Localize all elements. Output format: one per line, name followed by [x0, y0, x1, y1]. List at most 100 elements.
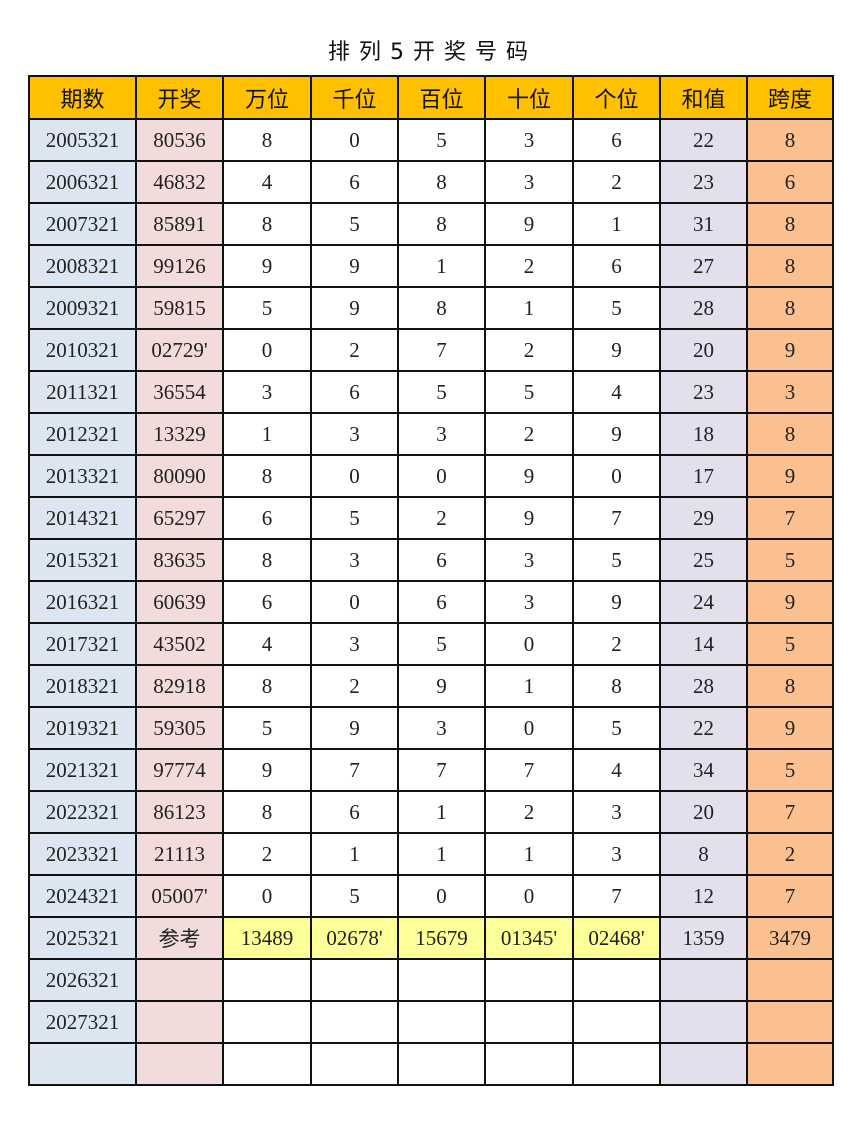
- table-row: 2027321: [28, 1000, 834, 1044]
- cell-span: [746, 958, 834, 1002]
- table-row: 2023321 21113 2 1 1 1 3 8 2: [28, 832, 834, 876]
- cell-period: 2012321: [28, 412, 137, 456]
- column-header-sum: 和值: [659, 75, 748, 120]
- cell-thousands: [310, 1000, 399, 1044]
- column-header-units: 个位: [572, 75, 661, 120]
- cell-sum: 18: [659, 412, 748, 456]
- cell-tens: 3: [484, 580, 574, 624]
- cell-ten-thousands: 9: [222, 244, 312, 288]
- cell-units: 7: [572, 874, 661, 918]
- cell-tens: 7: [484, 748, 574, 792]
- cell-sum: [659, 958, 748, 1002]
- cell-span: 3: [746, 370, 834, 414]
- cell-tens: 01345': [484, 916, 574, 960]
- cell-period: 2017321: [28, 622, 137, 666]
- cell-draw: 13329: [135, 412, 224, 456]
- cell-draw: 65297: [135, 496, 224, 540]
- cell-tens: 5: [484, 370, 574, 414]
- cell-ten-thousands: [222, 958, 312, 1002]
- table-row: 2015321 83635 8 3 6 3 5 25 5: [28, 538, 834, 582]
- cell-draw: 99126: [135, 244, 224, 288]
- header-row: 期数 开奖 万位 千位 百位 十位 个位 和值 跨度: [28, 75, 834, 120]
- table-row: 2011321 36554 3 6 5 5 4 23 3: [28, 370, 834, 414]
- cell-hundreds: 8: [397, 160, 486, 204]
- cell-sum: 31: [659, 202, 748, 246]
- table-row: 2007321 85891 8 5 8 9 1 31 8: [28, 202, 834, 246]
- cell-thousands: 5: [310, 202, 399, 246]
- cell-thousands: 0: [310, 118, 399, 162]
- cell-units: 5: [572, 538, 661, 582]
- cell-draw: 59815: [135, 286, 224, 330]
- cell-span: 9: [746, 706, 834, 750]
- column-header-span: 跨度: [746, 75, 834, 120]
- cell-span: 8: [746, 244, 834, 288]
- cell-thousands: 6: [310, 160, 399, 204]
- cell-hundreds: 8: [397, 286, 486, 330]
- column-header-hundreds: 百位: [397, 75, 486, 120]
- cell-ten-thousands: 3: [222, 370, 312, 414]
- cell-draw: 83635: [135, 538, 224, 582]
- cell-span: [746, 1000, 834, 1044]
- cell-units: [572, 1042, 661, 1086]
- cell-thousands: 6: [310, 370, 399, 414]
- cell-units: 8: [572, 664, 661, 708]
- cell-sum: 24: [659, 580, 748, 624]
- table-row: [28, 1042, 834, 1086]
- cell-draw: 21113: [135, 832, 224, 876]
- cell-hundreds: 1: [397, 244, 486, 288]
- cell-hundreds: 6: [397, 580, 486, 624]
- column-header-thousands: 千位: [310, 75, 399, 120]
- cell-draw: 02729': [135, 328, 224, 372]
- cell-tens: 3: [484, 538, 574, 582]
- table-row: 2016321 60639 6 0 6 3 9 24 9: [28, 580, 834, 624]
- cell-draw: 60639: [135, 580, 224, 624]
- cell-tens: 9: [484, 496, 574, 540]
- cell-draw: 82918: [135, 664, 224, 708]
- cell-span: 5: [746, 538, 834, 582]
- cell-draw: [135, 1000, 224, 1044]
- cell-period: 2008321: [28, 244, 137, 288]
- cell-span: 9: [746, 454, 834, 498]
- cell-sum: 23: [659, 370, 748, 414]
- table-row: 2026321: [28, 958, 834, 1002]
- table-row: 2010321 02729' 0 2 7 2 9 20 9: [28, 328, 834, 372]
- cell-units: 1: [572, 202, 661, 246]
- cell-draw: 43502: [135, 622, 224, 666]
- cell-tens: 1: [484, 832, 574, 876]
- cell-hundreds: 5: [397, 622, 486, 666]
- cell-span: 5: [746, 748, 834, 792]
- cell-ten-thousands: 5: [222, 706, 312, 750]
- cell-sum: 27: [659, 244, 748, 288]
- cell-sum: [659, 1042, 748, 1086]
- column-header-draw: 开奖: [135, 75, 224, 120]
- table-row: 2017321 43502 4 3 5 0 2 14 5: [28, 622, 834, 666]
- cell-draw: 80536: [135, 118, 224, 162]
- cell-thousands: 9: [310, 244, 399, 288]
- cell-hundreds: [397, 1042, 486, 1086]
- cell-hundreds: 2: [397, 496, 486, 540]
- cell-sum: 34: [659, 748, 748, 792]
- cell-hundreds: 0: [397, 874, 486, 918]
- cell-units: 5: [572, 706, 661, 750]
- cell-tens: 2: [484, 328, 574, 372]
- cell-span: [746, 1042, 834, 1086]
- cell-span: 9: [746, 328, 834, 372]
- cell-period: 2009321: [28, 286, 137, 330]
- cell-tens: 9: [484, 202, 574, 246]
- cell-sum: 23: [659, 160, 748, 204]
- table-row: 2018321 82918 8 2 9 1 8 28 8: [28, 664, 834, 708]
- cell-period: 2007321: [28, 202, 137, 246]
- cell-thousands: 3: [310, 538, 399, 582]
- cell-period: [28, 1042, 137, 1086]
- column-header-tens: 十位: [484, 75, 574, 120]
- cell-thousands: 5: [310, 496, 399, 540]
- cell-period: 2019321: [28, 706, 137, 750]
- cell-thousands: 02678': [310, 916, 399, 960]
- cell-thousands: 7: [310, 748, 399, 792]
- cell-period: 2027321: [28, 1000, 137, 1044]
- cell-ten-thousands: 0: [222, 874, 312, 918]
- cell-sum: 17: [659, 454, 748, 498]
- cell-units: 0: [572, 454, 661, 498]
- table-row: 2006321 46832 4 6 8 3 2 23 6: [28, 160, 834, 204]
- cell-hundreds: [397, 1000, 486, 1044]
